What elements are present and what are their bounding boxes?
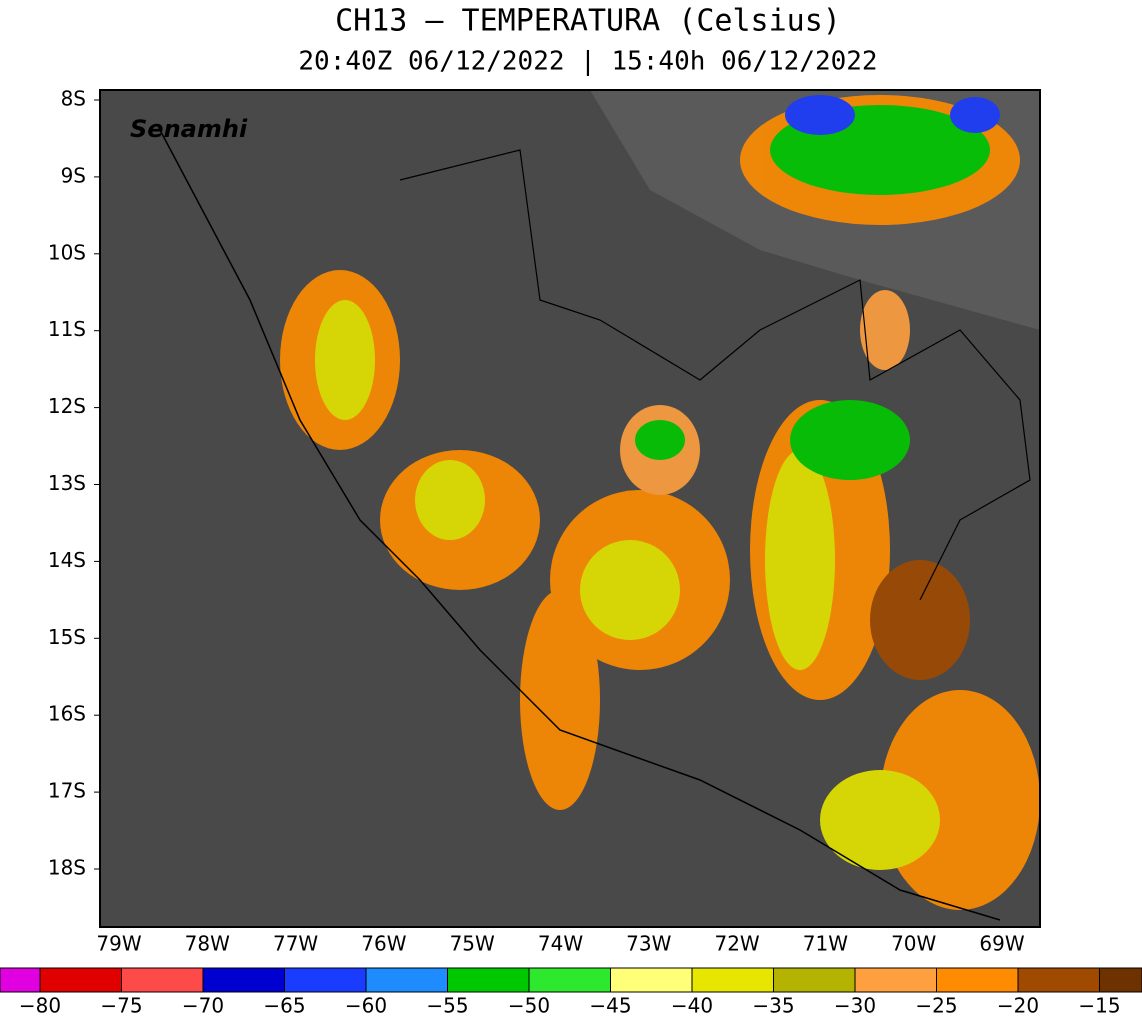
colorbar-label: −65 (263, 994, 305, 1018)
colorbar-swatch (773, 967, 856, 993)
logo: Senamhi (130, 115, 248, 143)
lat-label: 16S (48, 702, 86, 726)
lon-label: 75W (450, 932, 495, 956)
colorbar-swatch (365, 967, 448, 993)
lat-label: 15S (48, 625, 86, 649)
colorbar-swatch (691, 967, 774, 993)
colorbar-label: −15 (1078, 994, 1120, 1018)
colorbar-label: −25 (915, 994, 957, 1018)
colorbar-label: −50 (508, 994, 550, 1018)
colorbar-swatch (1017, 967, 1100, 993)
colorbar-label: −75 (100, 994, 142, 1018)
lon-label: 69W (979, 932, 1024, 956)
colorbar-label: −45 (589, 994, 631, 1018)
lat-label: 8S (61, 87, 86, 111)
lon-label: 72W (714, 932, 759, 956)
colorbar-swatch (610, 967, 693, 993)
lon-label: 78W (185, 932, 230, 956)
map: Senamhi (99, 89, 1041, 928)
colorbar-swatch (284, 967, 367, 993)
lat-label: 17S (48, 779, 86, 803)
colorbar-swatch (0, 967, 41, 993)
lat-label: 10S (48, 240, 86, 264)
lon-label: 76W (361, 932, 406, 956)
cloud-tops (280, 95, 1040, 910)
lat-label: 14S (48, 548, 86, 572)
colorbar-swatch (39, 967, 122, 993)
colorbar: −80 −75 −70 −65 −60 −55 −50 −45 −40 −35 −30 −25 −20 −… (0, 967, 1142, 1018)
colorbar-swatch (121, 967, 204, 993)
colorbar-label: −40 (671, 994, 713, 1018)
lon-label: 74W (538, 932, 583, 956)
colorbar-swatch (202, 967, 285, 993)
axis-labels: 8S 9S 10S 11S 12S 13S 14S 15S 16S 17S 18S 79W 78W 77W… (48, 87, 1025, 956)
lon-label: 77W (273, 932, 318, 956)
colorbar-swatch (936, 967, 1019, 993)
lat-label: 11S (48, 317, 86, 341)
colorbar-swatch (447, 967, 530, 993)
lon-label: 73W (626, 932, 671, 956)
border (399, 149, 1031, 601)
colorbar-label: −35 (752, 994, 794, 1018)
lat-label: 13S (48, 471, 86, 495)
colorbar-label: −70 (182, 994, 224, 1018)
lon-label: 70W (891, 932, 936, 956)
coastline (159, 129, 1001, 921)
subtitle: 20:40Z 06/12/2022 | 15:40h 06/12/2022 (298, 47, 877, 77)
lat-label: 9S (61, 163, 86, 187)
lon-label: 79W (96, 932, 141, 956)
colorbar-label: −80 (19, 994, 61, 1018)
colorbar-swatch (1099, 967, 1142, 993)
title: CH13 – TEMPERATURA (Celsius) (335, 4, 841, 39)
map-frame (99, 89, 1041, 928)
colorbar-label: −20 (997, 994, 1039, 1018)
colorbar-label: −55 (426, 994, 468, 1018)
colorbar-label: −30 (834, 994, 876, 1018)
lat-label: 12S (48, 394, 86, 418)
lon-label: 71W (803, 932, 848, 956)
colorbar-label: −60 (345, 994, 387, 1018)
colorbar-swatch (528, 967, 611, 993)
lat-label: 18S (48, 856, 86, 880)
colorbar-swatch (854, 967, 937, 993)
